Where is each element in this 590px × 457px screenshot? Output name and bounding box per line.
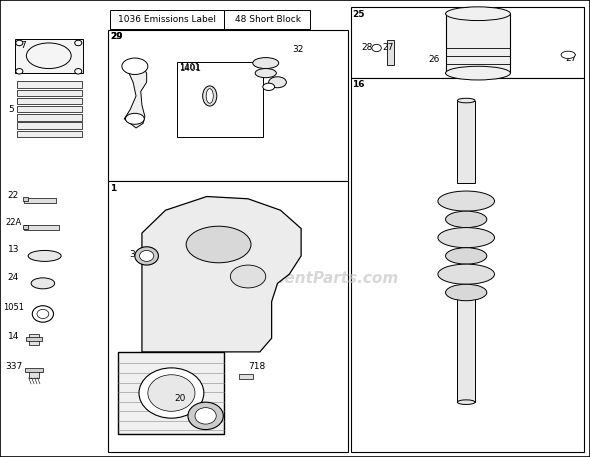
Bar <box>29 370 40 378</box>
Ellipse shape <box>561 51 575 58</box>
Bar <box>17 81 82 88</box>
Text: 32: 32 <box>292 45 304 54</box>
Ellipse shape <box>28 250 61 261</box>
Bar <box>29 334 40 345</box>
Bar <box>17 98 82 104</box>
Text: 29: 29 <box>110 32 123 41</box>
Ellipse shape <box>126 113 145 124</box>
Bar <box>110 10 224 29</box>
Bar <box>23 197 28 201</box>
Bar <box>109 181 348 452</box>
Ellipse shape <box>122 58 148 74</box>
Ellipse shape <box>16 40 23 46</box>
Bar <box>23 225 28 229</box>
Text: 22A: 22A <box>5 218 22 227</box>
Text: 3: 3 <box>129 250 135 259</box>
Text: 337: 337 <box>5 362 22 371</box>
Bar <box>27 337 42 341</box>
Text: 14: 14 <box>8 332 19 341</box>
Polygon shape <box>142 197 301 352</box>
Bar <box>457 101 475 183</box>
Bar <box>17 131 82 137</box>
Ellipse shape <box>445 248 487 264</box>
Ellipse shape <box>16 69 23 74</box>
Bar <box>445 14 510 73</box>
Bar <box>351 78 584 452</box>
Ellipse shape <box>27 43 71 69</box>
Bar <box>351 7 584 78</box>
Bar <box>24 198 57 203</box>
Text: 20: 20 <box>175 394 186 404</box>
Ellipse shape <box>31 278 55 289</box>
Bar <box>178 62 263 137</box>
Polygon shape <box>124 64 147 128</box>
Bar <box>109 30 348 181</box>
Text: 27: 27 <box>566 53 577 63</box>
Ellipse shape <box>255 69 276 78</box>
Ellipse shape <box>75 40 82 46</box>
Ellipse shape <box>195 408 216 424</box>
Ellipse shape <box>140 250 154 261</box>
Ellipse shape <box>438 228 494 248</box>
Bar <box>15 39 83 73</box>
Bar <box>457 292 475 402</box>
Bar <box>25 368 43 372</box>
Text: 1051: 1051 <box>3 303 24 312</box>
Ellipse shape <box>457 400 475 404</box>
Text: 26: 26 <box>428 55 439 64</box>
Bar <box>17 106 82 112</box>
Bar <box>224 10 310 29</box>
Text: 13: 13 <box>8 245 19 255</box>
Ellipse shape <box>230 265 266 288</box>
Text: 27: 27 <box>382 43 394 52</box>
Ellipse shape <box>148 375 195 411</box>
Text: 5: 5 <box>8 105 14 114</box>
Bar <box>17 122 82 129</box>
Text: 1401: 1401 <box>179 64 201 73</box>
Bar <box>387 40 394 65</box>
Ellipse shape <box>445 7 510 21</box>
Text: 7: 7 <box>20 41 26 50</box>
Text: 1036 Emissions Label: 1036 Emissions Label <box>118 15 217 24</box>
Ellipse shape <box>188 402 223 430</box>
Bar <box>17 90 82 96</box>
Ellipse shape <box>135 247 159 265</box>
Bar <box>238 374 253 379</box>
Ellipse shape <box>202 86 217 106</box>
Ellipse shape <box>253 58 278 69</box>
Text: 718: 718 <box>248 362 266 371</box>
Bar <box>17 114 82 121</box>
Ellipse shape <box>457 98 475 103</box>
Ellipse shape <box>75 69 82 74</box>
Text: 16: 16 <box>352 80 365 89</box>
Ellipse shape <box>445 211 487 228</box>
Ellipse shape <box>139 368 204 418</box>
Ellipse shape <box>186 226 251 263</box>
Ellipse shape <box>438 191 494 211</box>
Text: 1: 1 <box>110 184 116 193</box>
Ellipse shape <box>263 83 274 90</box>
Text: 28: 28 <box>362 43 373 52</box>
Text: eReplacementParts.com: eReplacementParts.com <box>192 271 399 286</box>
Ellipse shape <box>445 284 487 301</box>
Text: 25: 25 <box>352 10 365 19</box>
Text: 48 Short Block: 48 Short Block <box>234 15 300 24</box>
Ellipse shape <box>445 66 510 80</box>
Text: 24: 24 <box>8 273 19 282</box>
Bar <box>24 225 60 230</box>
Ellipse shape <box>268 77 286 88</box>
Text: 22: 22 <box>8 191 19 200</box>
Ellipse shape <box>372 44 381 52</box>
Ellipse shape <box>206 89 213 103</box>
Bar <box>119 352 224 434</box>
Text: 29: 29 <box>110 32 123 41</box>
Text: 1401: 1401 <box>179 63 200 72</box>
Ellipse shape <box>438 264 494 284</box>
